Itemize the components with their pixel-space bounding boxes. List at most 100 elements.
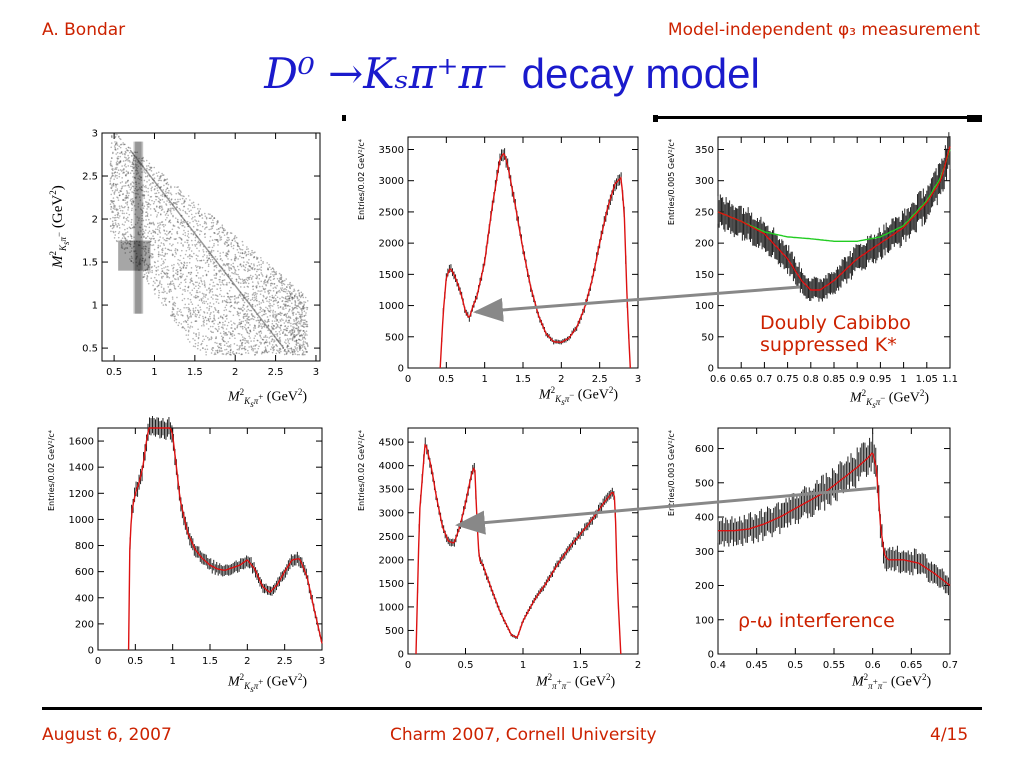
- dalitz-point: [261, 273, 263, 276]
- dalitz-point: [233, 301, 236, 304]
- dalitz-point: [158, 177, 161, 180]
- dalitz-point: [291, 312, 294, 314]
- dalitz-point: [172, 243, 174, 246]
- dalitz-point: [303, 301, 305, 303]
- dalitz-point: [208, 217, 211, 220]
- dalitz-point: [124, 174, 127, 177]
- dalitz-point: [256, 304, 259, 306]
- dalitz-point: [300, 294, 303, 297]
- dalitz-point: [263, 280, 265, 283]
- dalitz-point: [155, 228, 157, 231]
- dalitz-point: [199, 349, 202, 351]
- dalitz-point: [154, 282, 156, 284]
- y-tick-label: 1: [92, 301, 98, 312]
- dalitz-point: [179, 198, 181, 201]
- dalitz-point: [147, 205, 149, 208]
- dalitz-point: [177, 278, 180, 281]
- dalitz-point: [221, 259, 224, 262]
- dalitz-point: [118, 145, 121, 148]
- dalitz-point: [181, 293, 184, 296]
- dalitz-point: [121, 206, 124, 209]
- dalitz-point: [162, 237, 164, 239]
- dalitz-point: [126, 158, 128, 161]
- dalitz-point: [158, 197, 160, 199]
- dalitz-point: [150, 195, 153, 198]
- dalitz-point: [251, 294, 254, 296]
- dalitz-point: [134, 177, 137, 179]
- dalitz-point: [288, 321, 290, 324]
- dalitz-point: [110, 157, 113, 159]
- dalitz-point: [241, 341, 244, 344]
- dalitz-point: [194, 245, 197, 247]
- dalitz-point: [120, 187, 123, 190]
- dalitz-point: [251, 277, 253, 279]
- dalitz-point: [180, 276, 183, 278]
- dalitz-point: [233, 353, 235, 355]
- dalitz-point: [296, 328, 298, 330]
- dalitz-point: [221, 300, 224, 302]
- dalitz-point: [229, 275, 231, 277]
- dalitz-point: [189, 199, 191, 201]
- dalitz-point: [306, 308, 308, 311]
- dalitz-point: [173, 304, 175, 306]
- dalitz-point: [225, 352, 228, 355]
- dalitz-point: [111, 224, 114, 227]
- dalitz-point: [221, 226, 224, 228]
- dalitz-point: [298, 347, 301, 349]
- dalitz-point: [145, 186, 147, 189]
- dalitz-point: [244, 339, 246, 342]
- dalitz-point: [177, 192, 180, 194]
- dalitz-point: [129, 245, 132, 247]
- x-tick-label: 3: [319, 656, 325, 667]
- dalitz-point: [121, 212, 124, 215]
- dalitz-point: [284, 325, 286, 328]
- dalitz-point: [205, 217, 208, 220]
- dalitz-point: [262, 325, 265, 328]
- dalitz-point: [163, 267, 165, 269]
- dalitz-point: [160, 175, 162, 178]
- dalitz-point: [188, 215, 190, 218]
- dalitz-point: [243, 315, 245, 318]
- dalitz-point: [142, 194, 144, 197]
- dalitz-point: [300, 347, 302, 349]
- dalitz-point: [288, 308, 291, 311]
- dalitz-point: [244, 348, 247, 351]
- dalitz-point: [293, 350, 296, 352]
- dalitz-point: [284, 348, 286, 351]
- dalitz-point: [236, 313, 239, 316]
- dalitz-point: [150, 240, 152, 243]
- dalitz-point: [248, 265, 251, 267]
- dalitz-point: [265, 274, 268, 277]
- dalitz-point: [112, 207, 115, 210]
- y-tick-label: 0: [398, 650, 404, 661]
- dalitz-point: [116, 188, 119, 190]
- dalitz-point: [175, 278, 177, 281]
- dalitz-point: [227, 273, 230, 276]
- dalitz-point: [271, 327, 273, 329]
- dalitz-point: [244, 250, 247, 253]
- dalitz-point: [294, 304, 297, 307]
- dalitz-point: [219, 293, 221, 296]
- dalitz-point: [273, 271, 275, 273]
- dalitz-point: [196, 259, 199, 262]
- dalitz-point: [146, 267, 149, 269]
- dalitz-point: [174, 217, 177, 219]
- dalitz-point: [183, 327, 186, 330]
- dalitz-point: [131, 162, 134, 164]
- dalitz-point: [151, 265, 153, 268]
- dalitz-point: [231, 239, 234, 242]
- dalitz-point: [288, 338, 291, 340]
- dalitz-point: [236, 301, 239, 304]
- dalitz-point: [258, 325, 260, 328]
- dalitz-point: [165, 272, 168, 274]
- dalitz-point: [267, 290, 269, 292]
- dalitz-point: [174, 302, 177, 305]
- dalitz-point: [243, 326, 246, 329]
- dalitz-point: [213, 322, 215, 325]
- dalitz-point: [166, 273, 169, 275]
- dalitz-point: [290, 285, 293, 287]
- dalitz-point: [176, 242, 179, 244]
- dalitz-point: [238, 345, 241, 347]
- dalitz-point: [161, 247, 164, 250]
- dalitz-point: [206, 303, 209, 305]
